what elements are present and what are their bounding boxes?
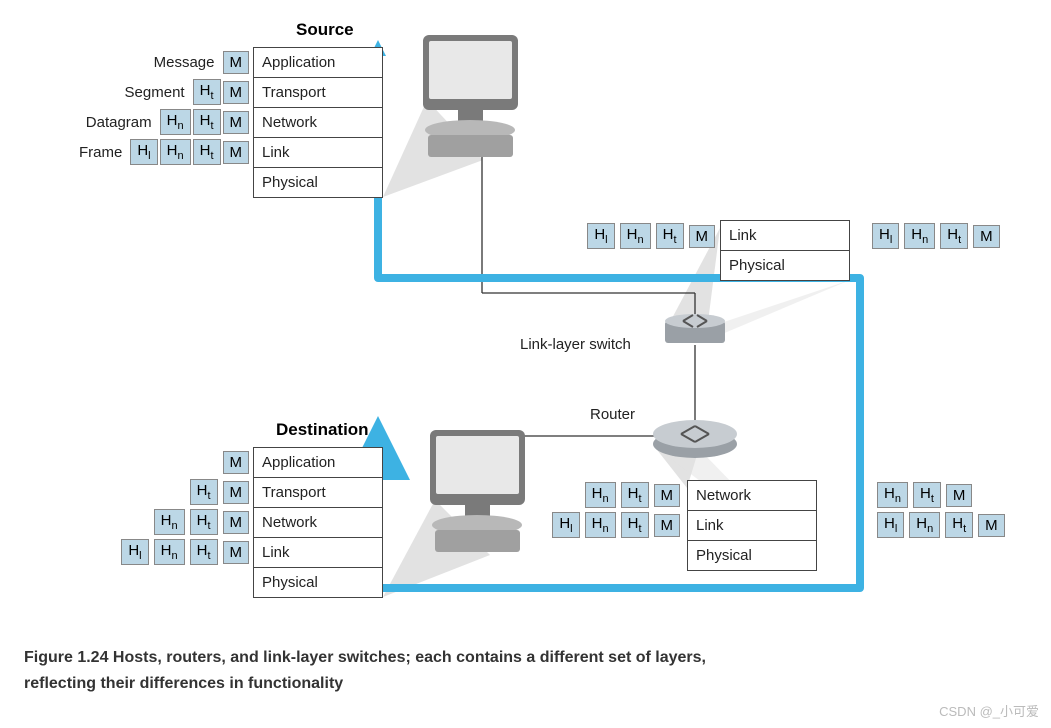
- hdr-Hn: Hn: [160, 109, 191, 135]
- router-headers-left: HnHtM HlHnHtM: [520, 480, 680, 540]
- hdr-M: M: [223, 51, 250, 74]
- watermark: CSDN @_小可爱: [939, 701, 1039, 720]
- router-headers-right: HnHtM HlHnHtM: [875, 480, 1035, 540]
- source-title: Source: [296, 20, 354, 40]
- destination-stack: Application Transport Network Link Physi…: [253, 447, 383, 598]
- switch-headers-right: HlHnHtM: [870, 223, 1025, 249]
- computer-source-icon: [423, 35, 518, 157]
- source-stack: Application Transport Network Link Physi…: [253, 47, 383, 198]
- hdr-Hl: Hl: [130, 139, 157, 165]
- router-stack: Network Link Physical: [687, 480, 817, 571]
- switch-stack: Link Physical: [720, 220, 850, 281]
- figure-caption: Figure 1.24 Hosts, routers, and link-lay…: [24, 645, 1004, 696]
- hdr-Ht: Ht: [193, 79, 221, 105]
- router-icon: [653, 420, 737, 458]
- destination-title: Destination: [276, 420, 369, 440]
- switch-label: Link-layer switch: [520, 336, 631, 353]
- switch-icon: [665, 314, 725, 343]
- router-label: Router: [590, 406, 635, 423]
- dest-pdu-col: M HtM HnHtM HlHnHtM: [84, 447, 249, 567]
- switch-headers-left: HlHnHtM: [565, 223, 715, 249]
- computer-dest-icon: [430, 430, 525, 552]
- source-pdu-col: Message M Segment Ht M Datagram Hn Ht M …: [24, 47, 249, 167]
